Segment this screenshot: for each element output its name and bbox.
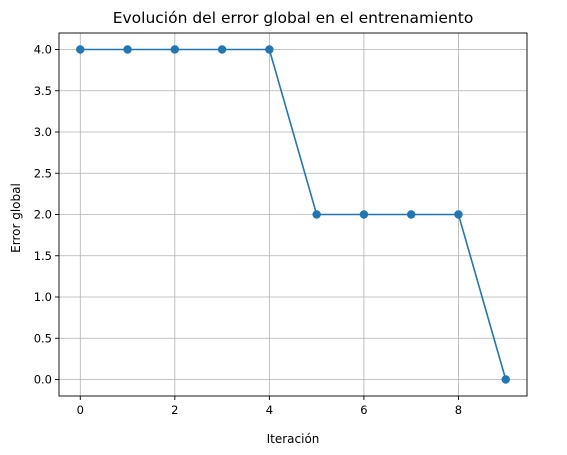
y-tick-label: 0.5 (34, 331, 52, 345)
data-point (312, 210, 321, 219)
y-tick-label: 3.0 (34, 125, 52, 139)
x-axis-label: Iteración (267, 432, 320, 446)
series-error-global (76, 45, 510, 384)
data-point (501, 375, 510, 384)
data-point (406, 210, 416, 219)
x-tick-label: 2 (171, 403, 178, 417)
series-line (80, 48, 507, 380)
data-point (123, 45, 132, 54)
data-point (265, 45, 274, 54)
data-point (217, 45, 227, 54)
data-point (359, 210, 369, 219)
y-tick-label: 3.5 (34, 84, 52, 98)
y-tick-label: 0.0 (34, 373, 52, 387)
data-point (170, 45, 180, 54)
y-tick-label: 1.0 (34, 290, 52, 304)
chart-title: Evolución del error global en el entrena… (113, 9, 474, 27)
x-tick-label: 8 (455, 403, 462, 417)
y-tick-label: 2.5 (34, 166, 52, 180)
y-axis-label: Error global (9, 183, 23, 253)
x-tick-label: 4 (266, 403, 273, 417)
ticks: 0 2 4 6 8 0.0 0.5 1.0 1.5 2.0 2.5 3.0 3.5 4.0 (34, 43, 462, 418)
y-tick-label: 1.5 (34, 249, 52, 263)
x-tick-label: 6 (360, 403, 367, 417)
data-point (76, 45, 85, 54)
x-tick-label: 0 (77, 403, 84, 417)
data-point (454, 210, 463, 219)
y-tick-label: 2.0 (34, 208, 52, 222)
y-tick-label: 4.0 (34, 43, 52, 57)
